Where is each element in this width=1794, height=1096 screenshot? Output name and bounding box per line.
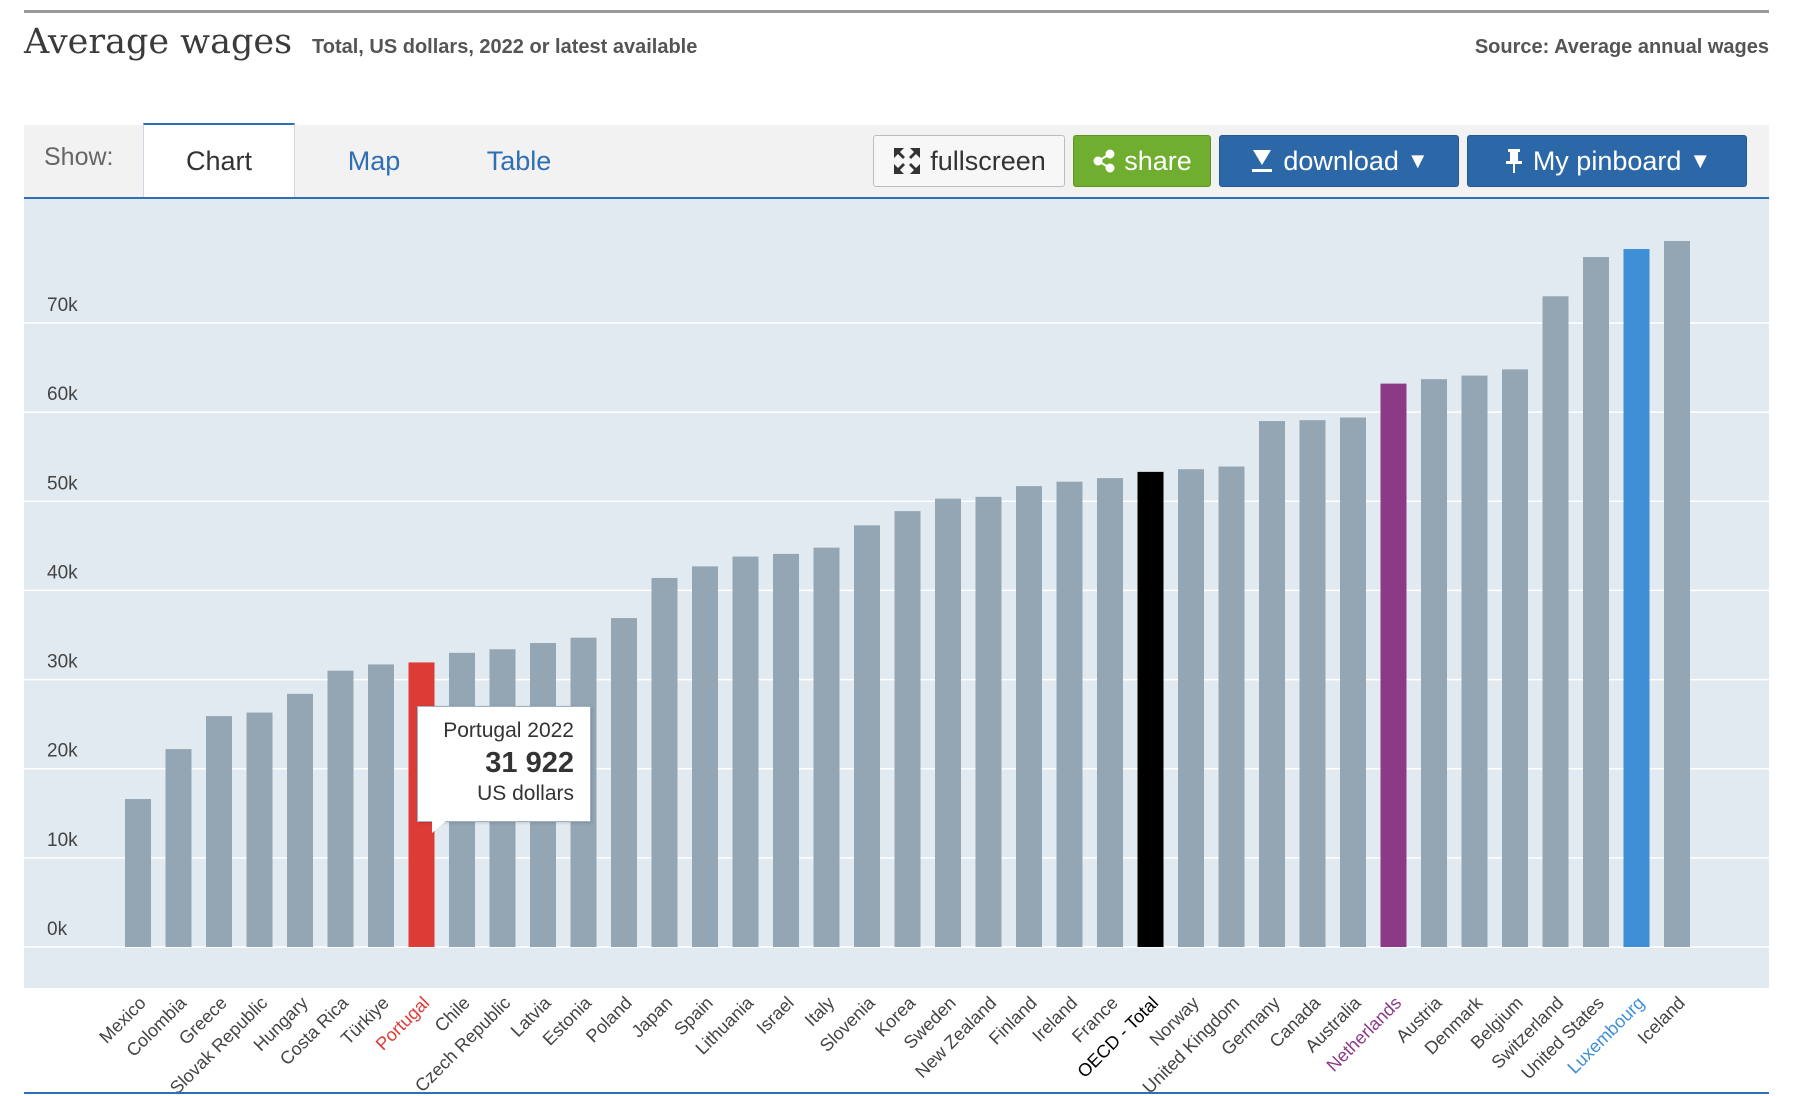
expand-icon bbox=[894, 148, 921, 174]
bar[interactable] bbox=[1137, 471, 1164, 947]
bar[interactable] bbox=[1461, 375, 1488, 947]
bar[interactable] bbox=[1664, 240, 1690, 947]
x-tick-label: Israel bbox=[753, 993, 798, 1038]
x-tick-label: Poland bbox=[582, 993, 636, 1047]
bar[interactable] bbox=[327, 670, 354, 947]
bar[interactable] bbox=[1097, 478, 1123, 947]
bar[interactable] bbox=[611, 618, 637, 947]
bar[interactable] bbox=[651, 577, 678, 947]
chevron-down-icon: ▼ bbox=[1689, 148, 1712, 173]
show-label: Show: bbox=[44, 143, 114, 171]
bar[interactable] bbox=[246, 712, 273, 947]
bar[interactable] bbox=[773, 553, 799, 947]
tooltip-value: 31 922 bbox=[485, 747, 574, 779]
bar[interactable] bbox=[1299, 420, 1326, 947]
share-label: share bbox=[1124, 145, 1192, 176]
bar[interactable] bbox=[1016, 486, 1042, 947]
fullscreen-button[interactable]: fullscreen bbox=[873, 135, 1065, 187]
bar[interactable] bbox=[854, 525, 880, 947]
bar[interactable] bbox=[1502, 369, 1528, 948]
bar[interactable] bbox=[692, 566, 718, 947]
bar[interactable] bbox=[1542, 296, 1569, 947]
page-subtitle: Total, US dollars, 2022 or latest availa… bbox=[312, 36, 698, 58]
bar[interactable] bbox=[206, 716, 232, 947]
bar[interactable] bbox=[1340, 417, 1366, 947]
tab-chart[interactable]: Chart bbox=[143, 123, 295, 197]
y-tick-label: 60k bbox=[47, 384, 78, 405]
tooltip-unit: US dollars bbox=[477, 782, 574, 805]
tooltip-pointer bbox=[432, 821, 446, 833]
bar[interactable] bbox=[368, 664, 394, 947]
download-label: download bbox=[1283, 145, 1399, 176]
y-tick-label: 30k bbox=[47, 652, 78, 673]
toolbar: Show: Chart Map Table fullscreen share bbox=[24, 123, 1769, 199]
share-button[interactable]: share bbox=[1073, 135, 1211, 187]
fullscreen-label: fullscreen bbox=[930, 145, 1046, 176]
bar[interactable] bbox=[975, 496, 1002, 947]
bar[interactable] bbox=[1623, 249, 1650, 948]
bar[interactable] bbox=[1583, 257, 1609, 947]
bottom-rule bbox=[24, 1092, 1769, 1094]
tab-table[interactable]: Table bbox=[486, 145, 552, 176]
bar[interactable] bbox=[125, 799, 151, 947]
pinboard-label: My pinboard bbox=[1532, 145, 1682, 176]
bar[interactable] bbox=[287, 693, 313, 947]
pin-icon bbox=[1505, 149, 1522, 173]
y-tick-label: 20k bbox=[47, 741, 78, 762]
y-tick-label: 70k bbox=[47, 295, 78, 316]
bar[interactable] bbox=[165, 749, 192, 947]
y-tick-label: 40k bbox=[47, 562, 78, 583]
pinboard-button[interactable]: My pinboard ▼ bbox=[1467, 135, 1747, 187]
y-tick-label: 10k bbox=[47, 830, 78, 851]
bar[interactable] bbox=[1056, 481, 1083, 947]
top-rule bbox=[24, 10, 1769, 13]
bar[interactable] bbox=[1178, 469, 1204, 947]
tooltip: Portugal 2022 31 922 US dollars bbox=[417, 706, 591, 833]
y-tick-label: 0k bbox=[47, 919, 68, 940]
source-link[interactable]: Source: Average annual wages bbox=[1474, 36, 1769, 58]
tooltip-title: Portugal 2022 bbox=[443, 719, 574, 742]
bar[interactable] bbox=[1259, 421, 1285, 947]
bar[interactable] bbox=[894, 511, 921, 947]
download-button[interactable]: download ▼ bbox=[1219, 135, 1459, 187]
bar[interactable] bbox=[813, 547, 840, 947]
page-title: Average wages bbox=[24, 22, 293, 62]
tab-map[interactable]: Map bbox=[347, 145, 401, 176]
chevron-down-icon: ▼ bbox=[1406, 148, 1429, 173]
bar[interactable] bbox=[1421, 379, 1447, 947]
bar[interactable] bbox=[1380, 383, 1407, 947]
download-icon bbox=[1252, 150, 1273, 172]
bar[interactable] bbox=[1218, 466, 1245, 947]
y-tick-label: 50k bbox=[47, 473, 78, 494]
bar[interactable] bbox=[732, 556, 759, 947]
x-tick-label: Japan bbox=[628, 993, 677, 1042]
share-icon bbox=[1093, 149, 1115, 173]
bar[interactable] bbox=[935, 498, 961, 947]
